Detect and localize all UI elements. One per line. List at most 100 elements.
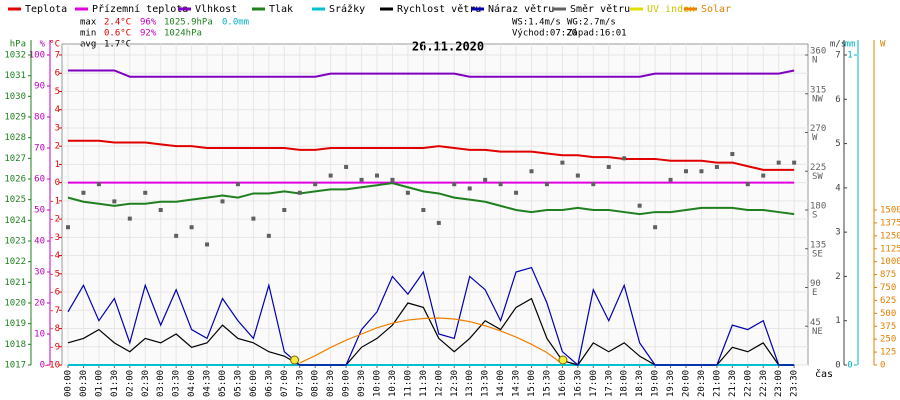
dir-point bbox=[637, 203, 642, 208]
axis-unit: °C bbox=[49, 40, 60, 50]
x-tick-label: 03:30 bbox=[172, 370, 182, 397]
tick-label: 875 bbox=[880, 270, 896, 280]
axis-unit: m/s bbox=[830, 40, 846, 50]
x-tick-label: 16:00 bbox=[558, 370, 568, 397]
legend-label: UV index bbox=[647, 4, 695, 15]
tick-label: 1125 bbox=[880, 244, 900, 254]
x-tick-label: 17:00 bbox=[589, 370, 599, 397]
x-tick-label: 03:00 bbox=[156, 370, 166, 397]
tick-label: 1375 bbox=[880, 218, 900, 228]
tick-label: 0 bbox=[835, 361, 840, 371]
dir-point bbox=[591, 182, 596, 187]
x-tick-label: 14:00 bbox=[496, 370, 506, 397]
x-tick-label: 22:30 bbox=[759, 370, 769, 397]
stat: 0.0mm bbox=[222, 18, 249, 28]
tick-label: 1029 bbox=[4, 113, 26, 123]
x-tick-label: 20:00 bbox=[682, 370, 692, 397]
stat: 92% bbox=[140, 29, 157, 39]
tick-label: 250 bbox=[880, 335, 896, 345]
x-tick-label: 21:30 bbox=[728, 370, 738, 397]
tick-label: 1024 bbox=[4, 216, 26, 226]
compass-label: E bbox=[812, 288, 817, 298]
tick-label: 1030 bbox=[4, 92, 26, 102]
dir-tick-label: 90 bbox=[810, 279, 821, 289]
series-line bbox=[299, 317, 563, 365]
x-tick-label: 05:30 bbox=[233, 370, 243, 397]
dir-point bbox=[653, 225, 658, 230]
x-tick-label: 20:30 bbox=[697, 370, 707, 397]
stat-label: avg bbox=[80, 40, 96, 50]
tick-label: 6 bbox=[835, 95, 840, 105]
series-line bbox=[67, 266, 795, 367]
tick-label: 10 bbox=[34, 330, 45, 340]
tick-label: 1028 bbox=[4, 133, 26, 143]
tick-label: 0 bbox=[40, 361, 45, 371]
tick-label: 1027 bbox=[4, 154, 26, 164]
tick-label: -2 bbox=[49, 215, 60, 225]
dir-point bbox=[498, 182, 503, 187]
tick-label: 100 bbox=[29, 51, 45, 61]
stat: 1024hPa bbox=[164, 29, 202, 39]
tick-label: 1031 bbox=[4, 71, 26, 81]
tick-label: -5 bbox=[49, 269, 60, 279]
axis-unit: mm bbox=[845, 40, 856, 50]
tick-label: 0 bbox=[880, 361, 885, 371]
tick-label: 4 bbox=[55, 105, 60, 115]
tick-label: 7 bbox=[835, 51, 840, 61]
dir-point bbox=[359, 177, 364, 182]
x-tick-label: 15:30 bbox=[542, 370, 552, 397]
dir-point bbox=[622, 156, 627, 161]
tick-label: -1 bbox=[49, 196, 60, 206]
axis-unit: W bbox=[880, 40, 886, 50]
legend-label: Směr větru bbox=[570, 3, 630, 15]
dir-point bbox=[375, 173, 379, 178]
dir-point bbox=[81, 190, 86, 195]
dir-point bbox=[684, 169, 688, 174]
x-tick-label: 00:30 bbox=[79, 370, 89, 397]
tick-label: 1 bbox=[835, 316, 840, 326]
compass-label: NW bbox=[812, 94, 823, 104]
x-tick-label: 16:30 bbox=[573, 370, 583, 397]
tick-label: 90 bbox=[34, 82, 45, 92]
x-tick-label: 12:30 bbox=[450, 370, 460, 397]
x-tick-label: 11:00 bbox=[403, 370, 413, 397]
dir-point bbox=[158, 208, 163, 212]
tick-label: 1 bbox=[847, 51, 852, 61]
dir-point bbox=[467, 186, 472, 191]
legend-label: Přízemní teplota bbox=[92, 3, 188, 15]
x-tick-label: 19:00 bbox=[651, 370, 661, 397]
x-axis-label: čas bbox=[815, 368, 833, 380]
dir-point bbox=[575, 173, 580, 178]
dir-point bbox=[606, 164, 611, 169]
tick-label: 6 bbox=[55, 69, 60, 79]
x-tick-label: 23:00 bbox=[774, 370, 784, 397]
dir-point bbox=[544, 182, 549, 187]
tick-label: 2 bbox=[835, 272, 840, 282]
dir-point bbox=[174, 233, 179, 238]
dir-point bbox=[560, 160, 565, 165]
x-tick-label: 18:30 bbox=[635, 370, 645, 397]
tick-label: 50 bbox=[34, 206, 45, 216]
tick-label: 5 bbox=[835, 139, 840, 149]
dir-tick-label: 225 bbox=[810, 163, 826, 173]
series-line bbox=[68, 69, 795, 78]
tick-label: 2 bbox=[55, 142, 60, 152]
dir-point bbox=[143, 190, 148, 195]
tick-label: 0 bbox=[55, 178, 60, 188]
dir-point bbox=[344, 164, 349, 169]
tick-label: -4 bbox=[49, 251, 60, 261]
stat: WS:1.4m/s bbox=[512, 18, 561, 28]
tick-label: 40 bbox=[34, 237, 45, 247]
tick-label: 3 bbox=[55, 123, 60, 133]
x-tick-label: 13:30 bbox=[481, 370, 491, 397]
dir-tick-label: 360 bbox=[810, 47, 826, 57]
dir-point bbox=[436, 220, 441, 225]
dir-point bbox=[405, 190, 410, 195]
dir-tick-label: 180 bbox=[810, 202, 826, 212]
x-tick-label: 12:00 bbox=[434, 370, 444, 397]
x-tick-label: 18:00 bbox=[620, 370, 630, 397]
x-tick-label: 07:00 bbox=[280, 370, 290, 397]
tick-label: 60 bbox=[34, 175, 45, 185]
dir-point bbox=[776, 160, 781, 165]
tick-label: 1025 bbox=[4, 195, 26, 205]
